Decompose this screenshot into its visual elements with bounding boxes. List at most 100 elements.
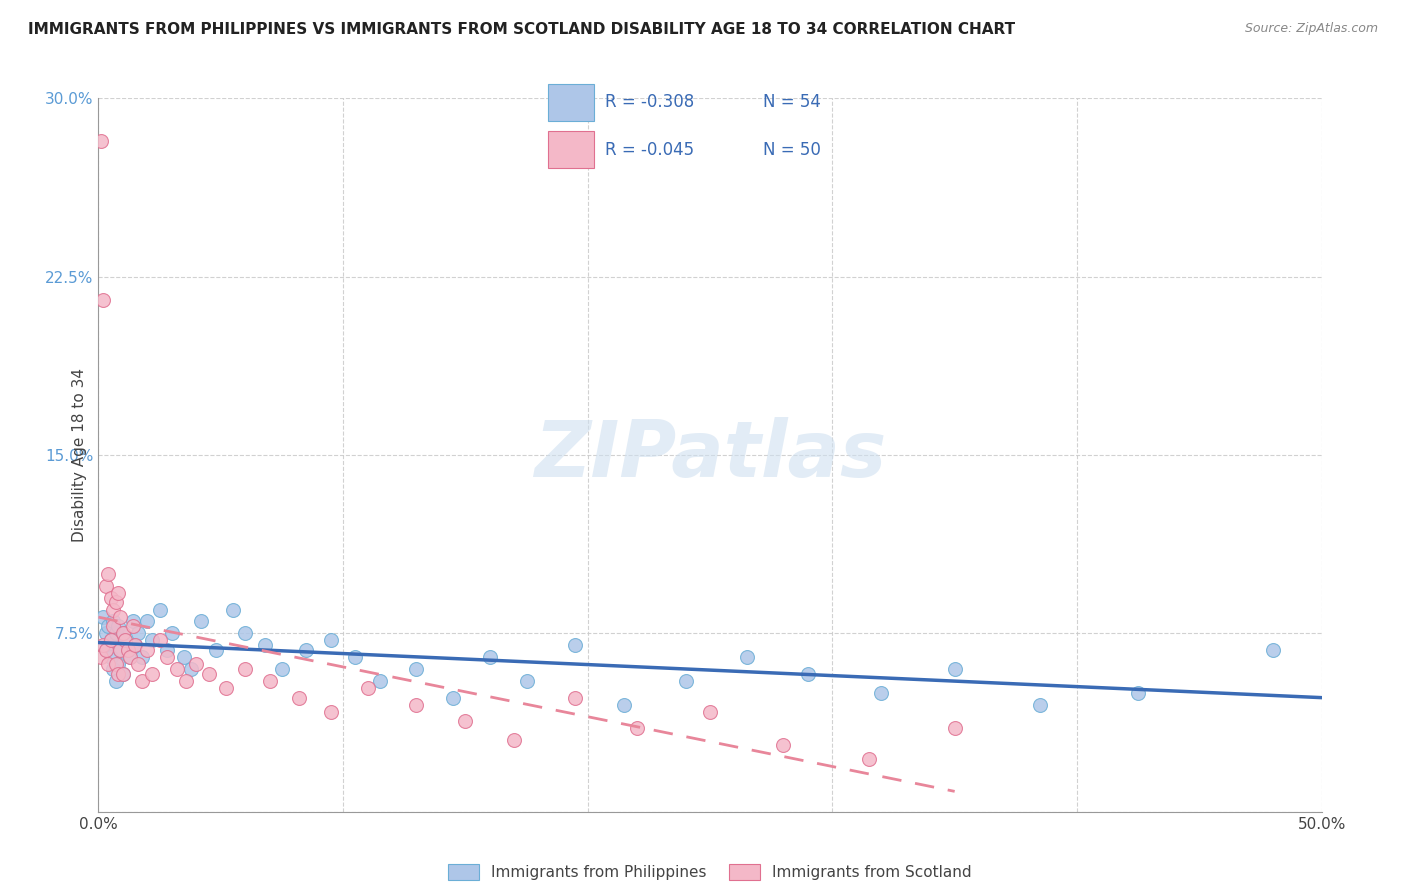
Point <box>110 643 132 657</box>
Bar <box>548 131 593 168</box>
Point <box>233 662 256 676</box>
Point <box>186 657 208 672</box>
Point <box>214 681 236 695</box>
Point <box>253 638 276 652</box>
Point <box>405 698 427 712</box>
Point <box>405 662 427 676</box>
Point <box>97 638 120 652</box>
Point <box>114 633 136 648</box>
Point <box>1261 643 1284 657</box>
Point <box>114 633 136 648</box>
Point <box>613 698 636 712</box>
Point <box>101 615 124 629</box>
Point <box>190 615 212 629</box>
Point <box>797 666 820 681</box>
Text: N = 54: N = 54 <box>762 94 821 112</box>
Point <box>368 673 391 688</box>
Point <box>104 595 127 609</box>
Point <box>564 690 586 705</box>
Point <box>110 643 132 657</box>
Point <box>100 633 122 648</box>
Point <box>166 662 188 676</box>
Point <box>772 738 794 752</box>
Point <box>858 752 880 766</box>
Point <box>205 643 228 657</box>
Legend: Immigrants from Philippines, Immigrants from Scotland: Immigrants from Philippines, Immigrants … <box>441 858 979 886</box>
Point <box>1029 698 1052 712</box>
Point <box>127 626 149 640</box>
Point <box>127 657 149 672</box>
Point <box>111 666 134 681</box>
Point <box>124 638 146 652</box>
Text: N = 50: N = 50 <box>762 141 821 159</box>
Point <box>295 643 318 657</box>
Bar <box>548 84 593 121</box>
Point <box>149 602 172 616</box>
Point <box>156 643 179 657</box>
Point <box>101 602 124 616</box>
Point <box>90 650 112 665</box>
Point <box>943 662 966 676</box>
Point <box>180 662 202 676</box>
Point <box>107 586 129 600</box>
Point <box>141 633 163 648</box>
Point <box>176 673 198 688</box>
Point <box>136 643 159 657</box>
Point <box>94 643 117 657</box>
Point <box>288 690 311 705</box>
Point <box>675 673 697 688</box>
Point <box>121 619 143 633</box>
Point <box>111 666 134 681</box>
Point <box>120 650 142 665</box>
Point <box>626 722 648 736</box>
Point <box>156 650 179 665</box>
Point <box>117 643 139 657</box>
Point <box>160 626 183 640</box>
Point <box>1128 686 1150 700</box>
Point <box>131 673 153 688</box>
Point <box>344 650 367 665</box>
Point <box>270 662 294 676</box>
Point <box>107 666 129 681</box>
Point <box>121 615 143 629</box>
Point <box>441 690 464 705</box>
Y-axis label: Disability Age 18 to 34: Disability Age 18 to 34 <box>72 368 87 542</box>
Point <box>90 134 112 148</box>
Point <box>735 650 758 665</box>
Text: R = -0.045: R = -0.045 <box>605 141 693 159</box>
Point <box>149 633 172 648</box>
Point <box>94 579 117 593</box>
Point <box>97 657 120 672</box>
Point <box>503 733 526 747</box>
Point <box>107 657 129 672</box>
Point <box>104 657 127 672</box>
Text: ZIPatlas: ZIPatlas <box>534 417 886 493</box>
Point <box>100 633 122 648</box>
Text: Source: ZipAtlas.com: Source: ZipAtlas.com <box>1244 22 1378 36</box>
Point <box>699 705 721 719</box>
Text: R = -0.308: R = -0.308 <box>605 94 693 112</box>
Point <box>136 615 159 629</box>
Point <box>101 662 124 676</box>
Point <box>97 619 120 633</box>
Point <box>259 673 281 688</box>
Point <box>454 714 477 729</box>
Point <box>356 681 378 695</box>
Point <box>94 626 117 640</box>
Point <box>943 722 966 736</box>
Point <box>91 609 114 624</box>
Point <box>515 673 537 688</box>
Point <box>91 638 114 652</box>
Point <box>131 650 153 665</box>
Point <box>197 666 219 681</box>
Point <box>117 643 139 657</box>
Point <box>107 619 129 633</box>
Point <box>173 650 195 665</box>
Point <box>319 705 342 719</box>
Point <box>100 591 122 605</box>
Point <box>222 602 245 616</box>
Point <box>101 619 124 633</box>
Point <box>120 650 142 665</box>
Point <box>233 626 256 640</box>
Point <box>124 638 146 652</box>
